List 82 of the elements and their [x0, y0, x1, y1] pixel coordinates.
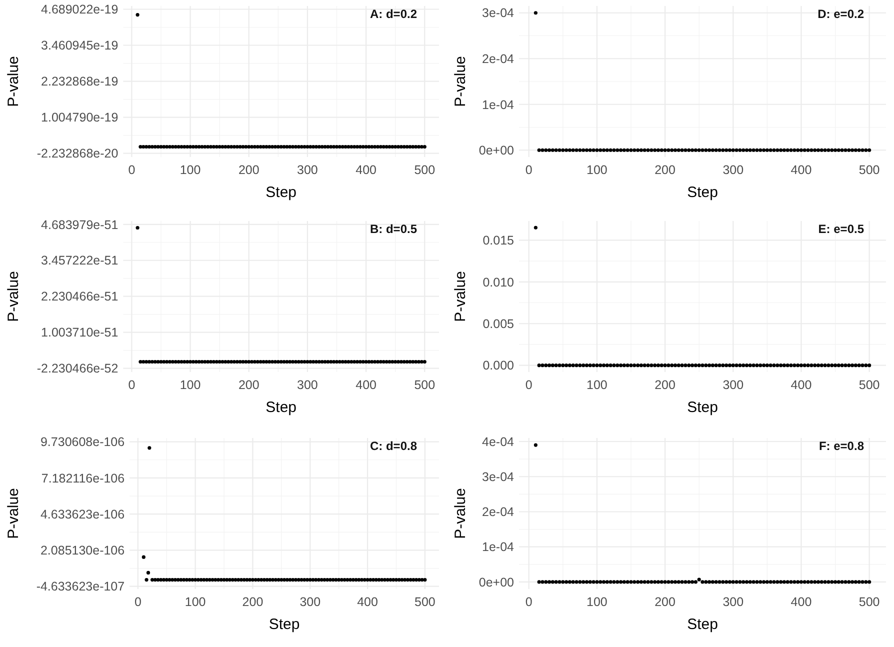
y-axis-title: P-value — [5, 271, 22, 322]
y-tick-label: 4.683979e-51 — [41, 218, 118, 232]
y-axis-title: P-value — [452, 271, 469, 322]
x-tick-label: 400 — [357, 595, 378, 609]
x-tick-label: 0 — [525, 378, 532, 392]
x-tick-label: 0 — [525, 163, 532, 177]
y-tick-label: 1e-04 — [482, 98, 514, 112]
y-tick-label: 4.633623e-106 — [40, 507, 125, 522]
x-tick-label: 0 — [525, 595, 532, 609]
y-tick-label: 2e-04 — [482, 505, 514, 520]
x-tick-label: 0 — [128, 163, 136, 177]
x-tick-label: 500 — [858, 595, 880, 609]
y-tick-label: 3e-04 — [482, 470, 514, 484]
x-tick-label: 100 — [586, 378, 608, 392]
x-tick-label: 200 — [242, 595, 264, 609]
y-tick-label: 2.085130e-106 — [40, 544, 125, 558]
x-tick-label: 100 — [180, 378, 201, 392]
x-tick-label: 200 — [238, 378, 260, 392]
x-axis-title: Step — [687, 399, 718, 416]
y-tick-label: -4.633623e-107 — [36, 580, 125, 594]
x-tick-label: 300 — [297, 163, 318, 177]
x-tick-label: 100 — [586, 163, 608, 177]
x-tick-label: 100 — [180, 163, 201, 177]
x-tick-label: 200 — [654, 378, 676, 392]
y-tick-label: 3.460945e-19 — [41, 38, 118, 53]
y-tick-label: 7.182116e-106 — [41, 471, 125, 486]
x-tick-label: 300 — [722, 378, 744, 392]
y-tick-label: -2.230466e-52 — [36, 362, 118, 376]
x-tick-label: 300 — [722, 595, 744, 609]
y-tick-label: 0e+00 — [478, 575, 514, 590]
x-tick-label: 500 — [414, 595, 436, 609]
annotation: A: d=0.2 — [370, 7, 418, 21]
y-tick-label: 2.230466e-51 — [41, 290, 118, 304]
x-tick-label: 300 — [300, 595, 321, 609]
annotation: F: e=0.8 — [818, 439, 864, 453]
x-tick-label: 200 — [654, 595, 676, 609]
y-tick-label: 0.005 — [482, 316, 514, 331]
x-tick-label: 400 — [356, 378, 377, 392]
y-tick-label: 9.730608e-106 — [40, 435, 125, 450]
y-tick-label: 1e-04 — [482, 540, 514, 554]
y-tick-label: 4.689022e-19 — [41, 2, 118, 17]
x-tick-label: 400 — [790, 163, 812, 177]
annotation: E: e=0.5 — [818, 222, 864, 236]
x-tick-label: 300 — [722, 163, 744, 177]
x-tick-label: 0 — [128, 378, 136, 392]
x-axis-title: Step — [268, 616, 300, 633]
x-tick-label: 400 — [790, 378, 812, 392]
x-tick-label: 400 — [356, 163, 377, 177]
y-tick-label: 1.003710e-51 — [41, 326, 118, 340]
x-tick-label: 500 — [858, 378, 880, 392]
y-tick-label: 0.015 — [482, 234, 514, 248]
x-tick-label: 400 — [790, 595, 812, 609]
y-axis-title: P-value — [5, 56, 22, 107]
y-tick-label: 3.457222e-51 — [41, 254, 118, 268]
y-tick-label: 0.000 — [482, 358, 514, 373]
x-axis-title: Step — [687, 184, 718, 201]
x-tick-label: 200 — [654, 163, 676, 177]
y-tick-label: 2e-04 — [482, 52, 514, 66]
x-tick-label: 0 — [134, 595, 142, 609]
y-axis-title: P-value — [5, 488, 22, 539]
x-axis-title: Step — [266, 399, 297, 416]
x-tick-label: 300 — [297, 378, 318, 392]
annotation: C: d=0.8 — [370, 439, 418, 453]
y-tick-label: 0e+00 — [478, 144, 514, 158]
y-tick-label: -2.232868e-20 — [36, 146, 118, 161]
x-tick-label: 500 — [414, 163, 436, 177]
annotation: D: e=0.2 — [818, 7, 864, 21]
y-axis-title: P-value — [452, 56, 469, 107]
y-tick-label: 1.004790e-19 — [41, 110, 118, 125]
x-tick-label: 100 — [586, 595, 608, 609]
annotation: B: d=0.5 — [370, 222, 418, 236]
y-tick-label: 0.010 — [482, 275, 514, 290]
x-tick-label: 200 — [238, 163, 260, 177]
y-tick-label: 3e-04 — [482, 6, 514, 20]
y-tick-label: 2.232868e-19 — [41, 74, 118, 89]
x-axis-title: Step — [687, 616, 718, 633]
x-tick-label: 500 — [414, 378, 436, 392]
y-axis-title: P-value — [452, 488, 469, 539]
x-axis-title: Step — [266, 184, 297, 201]
x-tick-label: 100 — [184, 595, 206, 609]
y-tick-label: 4e-04 — [482, 434, 514, 449]
x-tick-label: 500 — [858, 163, 880, 177]
